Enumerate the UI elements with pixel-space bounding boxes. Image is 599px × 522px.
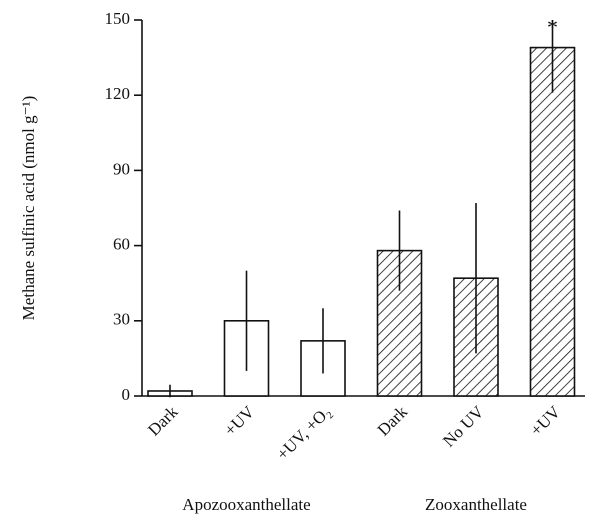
y-tick-label: 0 bbox=[122, 385, 131, 404]
annotation: * bbox=[547, 15, 558, 40]
x-tick-label: +UV, +O₂ bbox=[273, 402, 335, 464]
group-label: Apozooxanthellate bbox=[182, 495, 310, 514]
x-tick-label: Dark bbox=[144, 402, 182, 440]
y-tick-label: 30 bbox=[113, 310, 130, 329]
bar bbox=[529, 46, 576, 397]
y-tick-label: 90 bbox=[113, 159, 130, 178]
x-tick-label: +UV bbox=[527, 402, 565, 440]
x-tick-label: +UV bbox=[221, 402, 259, 440]
group-label: Zooxanthellate bbox=[425, 495, 527, 514]
bar bbox=[376, 249, 423, 397]
y-tick-label: 120 bbox=[105, 84, 131, 103]
y-tick-label: 150 bbox=[105, 9, 131, 28]
y-tick-label: 60 bbox=[113, 235, 130, 254]
y-axis-label: Methane sulfinic acid (nmol g⁻¹) bbox=[19, 96, 38, 321]
x-tick-label: No UV bbox=[439, 402, 488, 451]
x-tick-label: Dark bbox=[374, 402, 412, 440]
